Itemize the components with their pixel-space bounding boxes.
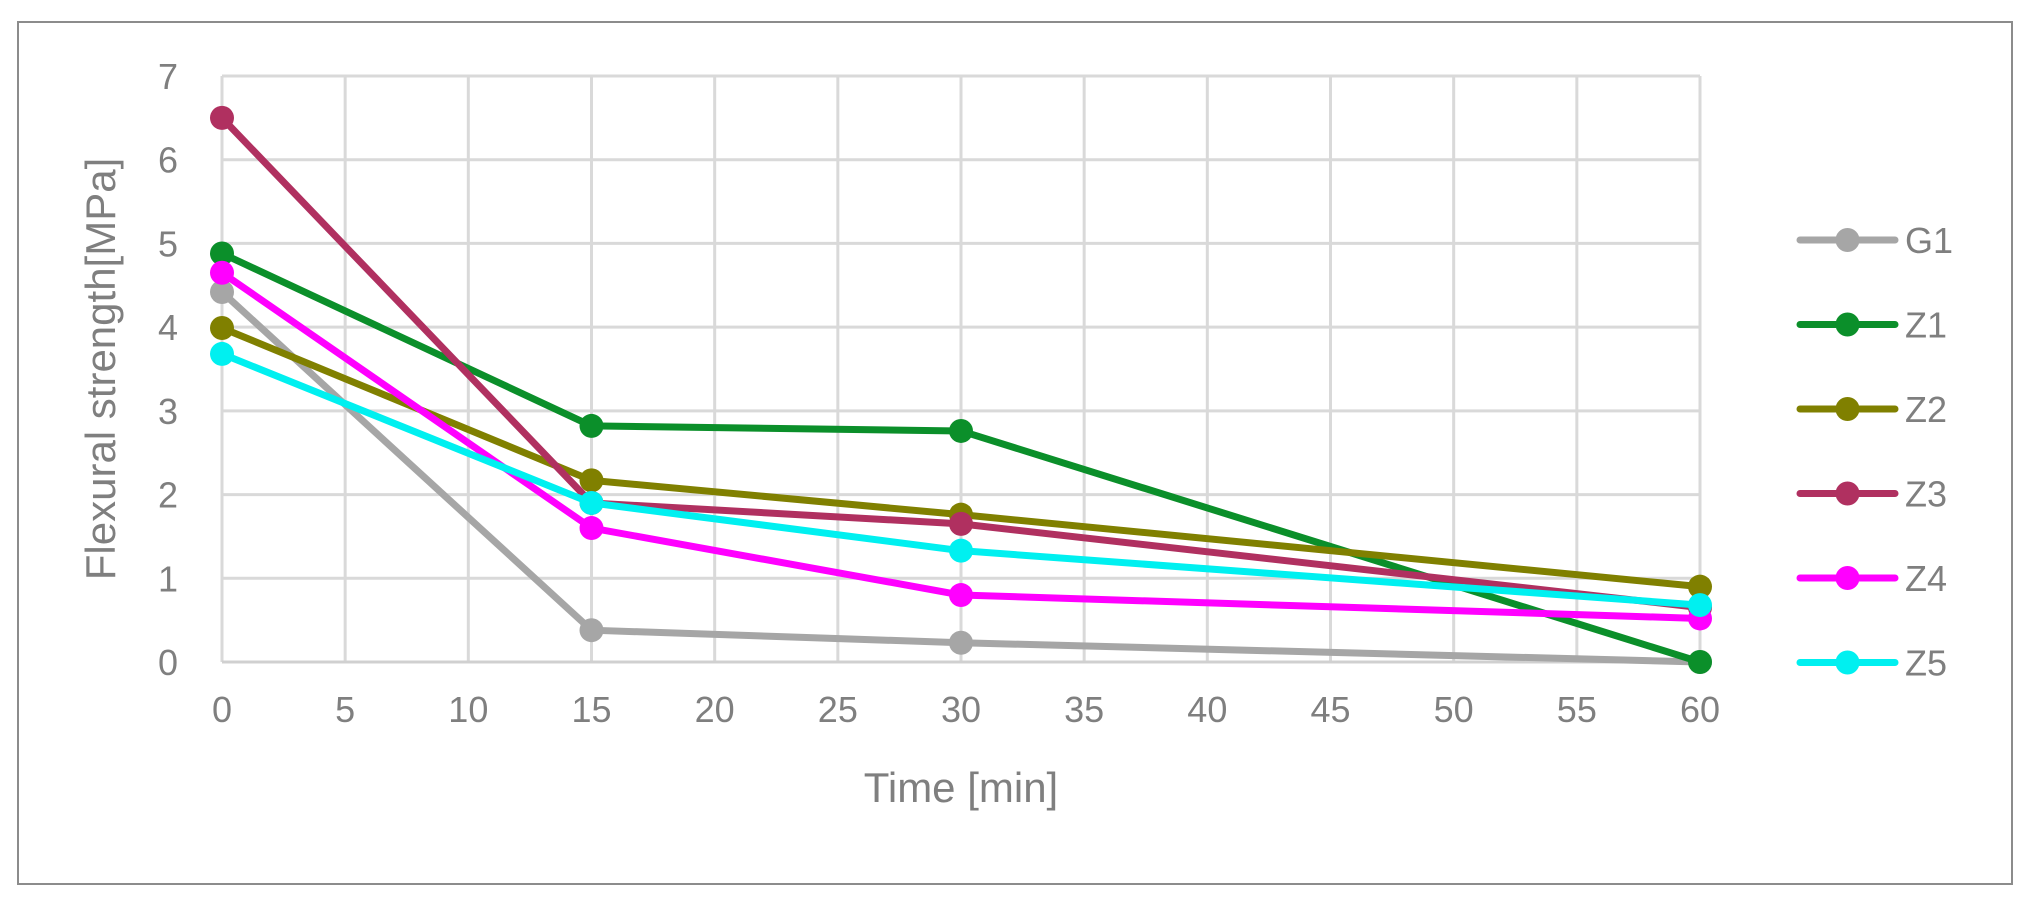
x-tick-label: 5 — [335, 689, 355, 730]
legend-swatch-marker — [1835, 228, 1860, 252]
legend-swatch-marker — [1835, 397, 1860, 421]
data-point-z5 — [949, 538, 973, 563]
x-tick-label: 10 — [448, 689, 488, 730]
legend-swatch-marker — [1835, 566, 1860, 590]
x-tick-label: 30 — [941, 689, 981, 730]
y-tick-label: 7 — [158, 56, 178, 97]
y-tick-label: 0 — [158, 642, 178, 683]
legend-item-z5: Z5 — [1796, 643, 1947, 684]
data-point-z1 — [949, 418, 973, 443]
data-point-z4 — [949, 583, 973, 608]
legend-label: Z4 — [1905, 558, 1947, 599]
data-point-g1 — [579, 618, 604, 643]
legend-label: Z3 — [1905, 474, 1947, 515]
series-line-z1 — [218, 249, 1704, 666]
legend-label: Z1 — [1905, 305, 1947, 346]
series-line-z5 — [218, 350, 1704, 609]
data-point-z1 — [579, 413, 604, 438]
legend-swatch-marker — [1835, 481, 1860, 506]
x-axis-title: Time [min] — [864, 764, 1058, 811]
chart-border — [17, 21, 2013, 885]
x-tick-label: 60 — [1680, 689, 1720, 730]
x-tick-label: 15 — [571, 689, 611, 730]
legend-swatch-marker — [1835, 312, 1860, 337]
data-point-g1 — [210, 279, 234, 304]
data-point-z2 — [1688, 574, 1712, 599]
x-tick-label: 55 — [1557, 689, 1597, 730]
data-point-z5 — [210, 341, 234, 366]
data-point-z4 — [579, 516, 604, 541]
legend-label: G1 — [1905, 220, 1953, 261]
series-z1 — [210, 241, 1712, 674]
legend-item-g1: G1 — [1796, 220, 1953, 261]
legend-item-z2: Z2 — [1796, 389, 1947, 430]
x-tick-label: 0 — [212, 689, 232, 730]
y-axis-title: Flexural strength[MPa] — [77, 158, 124, 581]
data-point-z1 — [210, 241, 234, 266]
data-point-z5 — [579, 490, 604, 515]
x-tick-label: 25 — [818, 689, 858, 730]
series-lines — [210, 105, 1712, 674]
series-line-g1 — [218, 288, 1704, 666]
series-line-z4 — [218, 269, 1704, 622]
legend-label: Z5 — [1905, 643, 1947, 684]
x-tick-label: 20 — [695, 689, 735, 730]
legend-item-z4: Z4 — [1796, 558, 1947, 599]
legend-item-z1: Z1 — [1796, 305, 1947, 346]
data-point-z3 — [949, 511, 973, 536]
y-tick-label: 4 — [158, 307, 178, 348]
y-tick-label: 6 — [158, 140, 178, 181]
x-tick-label: 45 — [1310, 689, 1350, 730]
x-tick-label: 40 — [1187, 689, 1227, 730]
series-line-z3 — [218, 114, 1704, 612]
data-point-z5 — [1688, 593, 1712, 618]
y-tick-label: 5 — [158, 223, 178, 264]
data-point-z2 — [579, 468, 604, 493]
data-point-z2 — [210, 315, 234, 340]
x-tick-label: 50 — [1434, 689, 1474, 730]
legend-label: Z2 — [1905, 389, 1947, 430]
data-point-z4 — [210, 260, 234, 285]
legend: G1 Z1 Z2 Z3 Z4 Z5 — [1796, 220, 1953, 684]
x-tick-label: 35 — [1064, 689, 1104, 730]
y-tick-label: 2 — [158, 475, 178, 516]
series-z5 — [210, 341, 1712, 618]
data-point-g1 — [949, 630, 973, 655]
data-point-z1 — [1688, 650, 1712, 674]
y-tick-label: 3 — [158, 391, 178, 432]
legend-swatch-marker — [1835, 650, 1860, 675]
data-point-z3 — [210, 105, 234, 130]
legend-item-z3: Z3 — [1796, 474, 1947, 515]
y-tick-label: 1 — [158, 558, 178, 599]
